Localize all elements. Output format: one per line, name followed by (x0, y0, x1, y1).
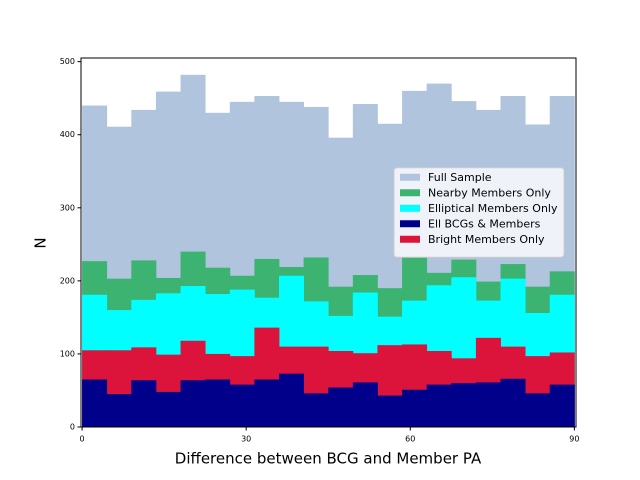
histogram-bar (82, 379, 108, 427)
legend-label: Full Sample (428, 171, 492, 184)
legend-swatch (400, 173, 420, 181)
y-tick-label: 200 (60, 276, 75, 285)
x-axis-label: Difference between BCG and Member PA (175, 450, 482, 468)
histogram-bar (402, 389, 428, 427)
y-tick-label: 0 (70, 423, 75, 432)
histogram-bar (180, 380, 206, 427)
histogram-bar (549, 384, 575, 427)
y-tick-label: 300 (60, 203, 75, 212)
y-axis-label: N (32, 237, 50, 248)
plot-frame (80, 57, 577, 428)
x-tick-label: 30 (241, 435, 251, 444)
histogram-bar (475, 382, 501, 427)
histogram-bar (229, 384, 255, 427)
y-tick-label: 400 (60, 130, 75, 139)
histogram-bar (303, 393, 329, 427)
legend-label: Bright Members Only (428, 233, 545, 246)
histogram-bar (426, 384, 452, 427)
histogram-bar (352, 382, 378, 427)
legend-swatch (400, 204, 420, 212)
legend-label: Elliptical Members Only (428, 202, 558, 215)
histogram-bar (155, 391, 181, 427)
legend-swatch (400, 235, 420, 243)
legend: Full Sample Nearby Members Only Elliptical… (393, 167, 565, 258)
histogram-bar (525, 393, 551, 427)
legend-swatch (400, 220, 420, 228)
x-tick-label: 0 (80, 435, 85, 444)
histogram-bar (254, 379, 280, 427)
y-tick-label: 500 (60, 57, 75, 66)
legend-label: Ell BCGs & Members (428, 217, 541, 230)
x-tick-label: 90 (569, 435, 579, 444)
histogram-bar (377, 395, 403, 427)
histogram-bar (500, 378, 526, 427)
x-tick-label: 60 (405, 435, 415, 444)
histogram-bar (328, 387, 354, 427)
histogram-bar (451, 383, 477, 427)
legend-label: Nearby Members Only (428, 186, 551, 199)
legend-frame (393, 167, 565, 258)
histogram-bar (131, 380, 157, 427)
histogram-bar (205, 379, 231, 427)
y-tick-label: 100 (60, 349, 75, 358)
histogram-bar (279, 373, 305, 427)
histogram-bar (106, 394, 132, 427)
legend-swatch (400, 189, 420, 197)
